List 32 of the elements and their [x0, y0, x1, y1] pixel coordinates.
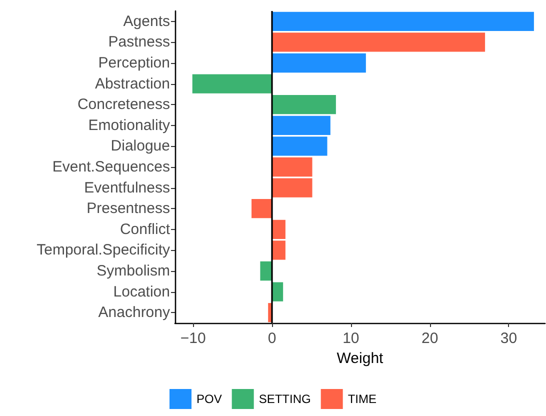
legend-label: TIME — [348, 392, 377, 406]
bar — [192, 74, 272, 94]
y-tick-label: Abstraction — [94, 75, 170, 92]
bar — [272, 32, 486, 52]
bar — [272, 95, 336, 114]
x-tick-label: 30 — [500, 330, 518, 347]
y-tick-label: Perception — [98, 54, 170, 72]
x-tick-label: 0 — [268, 330, 276, 347]
y-tick-label: Location — [113, 283, 170, 300]
y-tick-label: Concreteness — [77, 96, 170, 114]
y-tick-label: Symbolism — [96, 262, 170, 280]
y-tick-label: Pastness — [108, 34, 170, 51]
x-axis-title: Weight — [336, 350, 384, 367]
legend-label: SETTING — [258, 392, 311, 406]
bar — [272, 12, 534, 31]
y-tick-label: Presentness — [86, 200, 170, 218]
y-tick-label: Conflict — [120, 220, 171, 238]
y-tick-label: Agents — [123, 12, 170, 30]
legend-label: POV — [196, 392, 222, 406]
x-tick-label: 10 — [342, 330, 360, 347]
y-tick-label: Dialogue — [110, 138, 170, 155]
y-tick-label: Emotionality — [88, 116, 170, 134]
x-tick-label: 20 — [421, 330, 438, 347]
bar — [252, 199, 272, 218]
y-tick-label: Temporal.Specificity — [36, 242, 170, 259]
bar — [272, 282, 284, 302]
y-tick-label: Event.Sequences — [52, 158, 170, 176]
y-tick-label: Anachrony — [98, 304, 170, 322]
x-tick-label: −10 — [180, 330, 206, 347]
bar — [272, 53, 366, 73]
y-tick-label: Eventfulness — [84, 179, 170, 196]
bar — [260, 261, 272, 281]
